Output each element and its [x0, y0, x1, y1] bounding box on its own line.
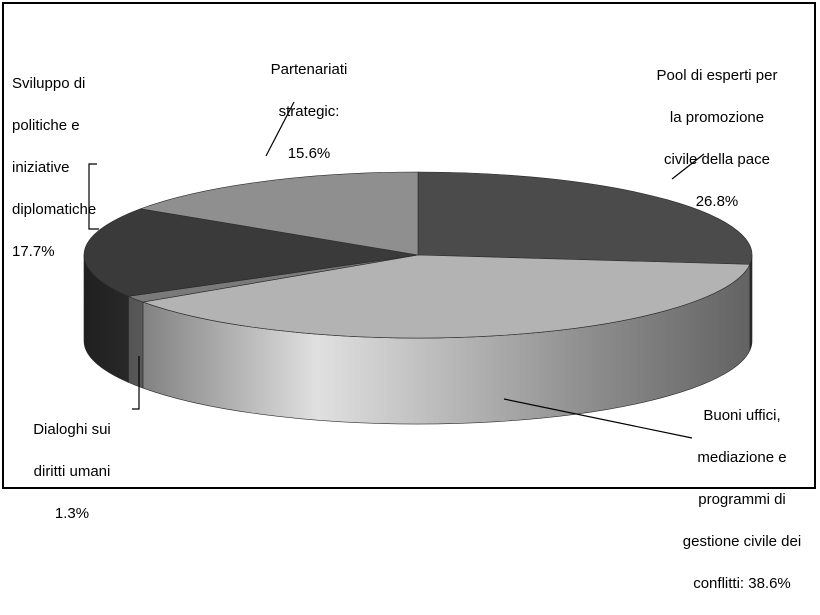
slice-label-buoni-uffici: Buoni uffici, mediazione e programmi di …	[682, 407, 802, 592]
chart-frame: Pool di esperti per la promozione civile…	[2, 2, 816, 592]
leader-line-0	[671, 153, 705, 180]
pie-slice-1	[141, 254, 751, 339]
leader-line-1	[503, 398, 693, 439]
leader-line-2	[132, 356, 140, 410]
slice-label-dialoghi: Dialoghi sui diritti umani 1.3%	[33, 421, 111, 522]
pie-slice-4	[139, 171, 419, 256]
slice-label-partenariati: Partenariati strategic: 15.6%	[270, 61, 348, 162]
slice-label-pool-esperti: Pool di esperti per la promozione civile…	[656, 67, 778, 210]
leader-line-3	[88, 163, 99, 230]
pie-chart	[83, 101, 753, 439]
slice-label-sviluppo: Sviluppo di politiche e iniziative diplo…	[12, 75, 97, 260]
pie-side-0	[749, 254, 753, 351]
pie-slice-3	[83, 208, 419, 297]
leader-line-4	[265, 101, 295, 157]
pie-side-2	[128, 295, 144, 389]
pie-slice-0	[417, 171, 753, 265]
